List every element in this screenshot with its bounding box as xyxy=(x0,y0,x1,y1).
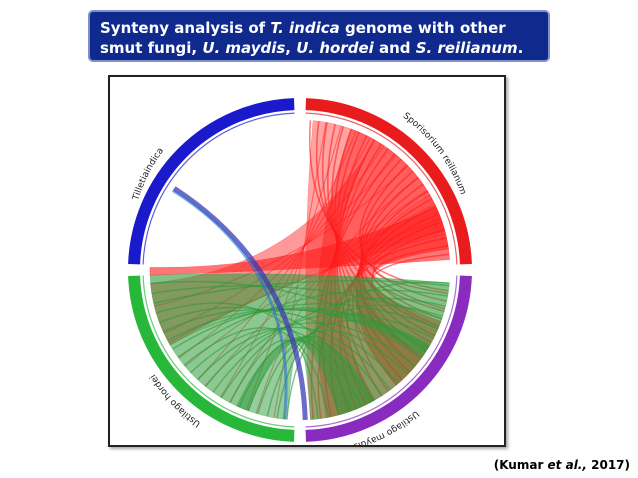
title-sep-2: and xyxy=(373,39,416,57)
green-link-line xyxy=(220,297,446,399)
title-sep-1: , xyxy=(285,39,297,57)
title-species: T. indica xyxy=(270,19,340,37)
green-link-line xyxy=(151,285,443,320)
arc-sporisorium-reilianum-track xyxy=(305,112,458,265)
green-link-line xyxy=(197,326,391,391)
arc-ustilago-hordei-track xyxy=(142,275,295,428)
green-link-line xyxy=(238,338,352,412)
green-link-line xyxy=(162,309,399,384)
circos-plot: Tilletiaindica Sporisorium reilianum Ust… xyxy=(128,98,472,445)
arc-ustilago-maydis-track xyxy=(305,275,458,428)
citation: (Kumar et al., 2017) xyxy=(494,458,630,472)
title-banner: Synteny analysis of T. indica genome wit… xyxy=(88,10,550,62)
green-link-line xyxy=(167,308,422,359)
citation-year: 2017) xyxy=(586,458,630,472)
green-link-line xyxy=(204,322,416,387)
title-species-2: U. hordei xyxy=(296,39,374,57)
circos-figure: Tilletiaindica Sporisorium reilianum Ust… xyxy=(108,75,506,447)
green-link-line xyxy=(256,329,409,415)
blue-link xyxy=(171,186,308,420)
title-text-1: Synteny analysis of xyxy=(100,19,271,37)
arc-sporisorium-reilianum xyxy=(305,98,472,265)
genome-arcs xyxy=(128,98,472,442)
green-link-line xyxy=(153,279,450,304)
green-link-line xyxy=(150,280,428,351)
green-link-line xyxy=(172,302,439,350)
title-species-1: U. maydis xyxy=(202,39,286,57)
arc-ustilago-hordei xyxy=(128,275,295,442)
citation-open: (Kumar xyxy=(493,458,548,472)
title-end: . xyxy=(517,39,524,57)
arc-ustilago-maydis xyxy=(305,275,472,442)
blue-link-line xyxy=(172,186,308,420)
blue-link-line xyxy=(171,189,288,420)
green-link-line xyxy=(229,339,319,419)
green-link-line xyxy=(156,302,340,416)
arc-tilletia-indica-track xyxy=(142,112,295,265)
green-link-line xyxy=(177,289,448,358)
title-species-3: S. reilianum xyxy=(415,39,518,57)
green-link-line xyxy=(266,319,429,417)
green-link-line xyxy=(212,313,434,393)
green-links xyxy=(149,273,450,420)
title-text-2: genome with other smut fungi, xyxy=(100,19,506,57)
arc-tilletia-indica xyxy=(128,98,295,265)
citation-etal: et al., xyxy=(547,458,587,472)
